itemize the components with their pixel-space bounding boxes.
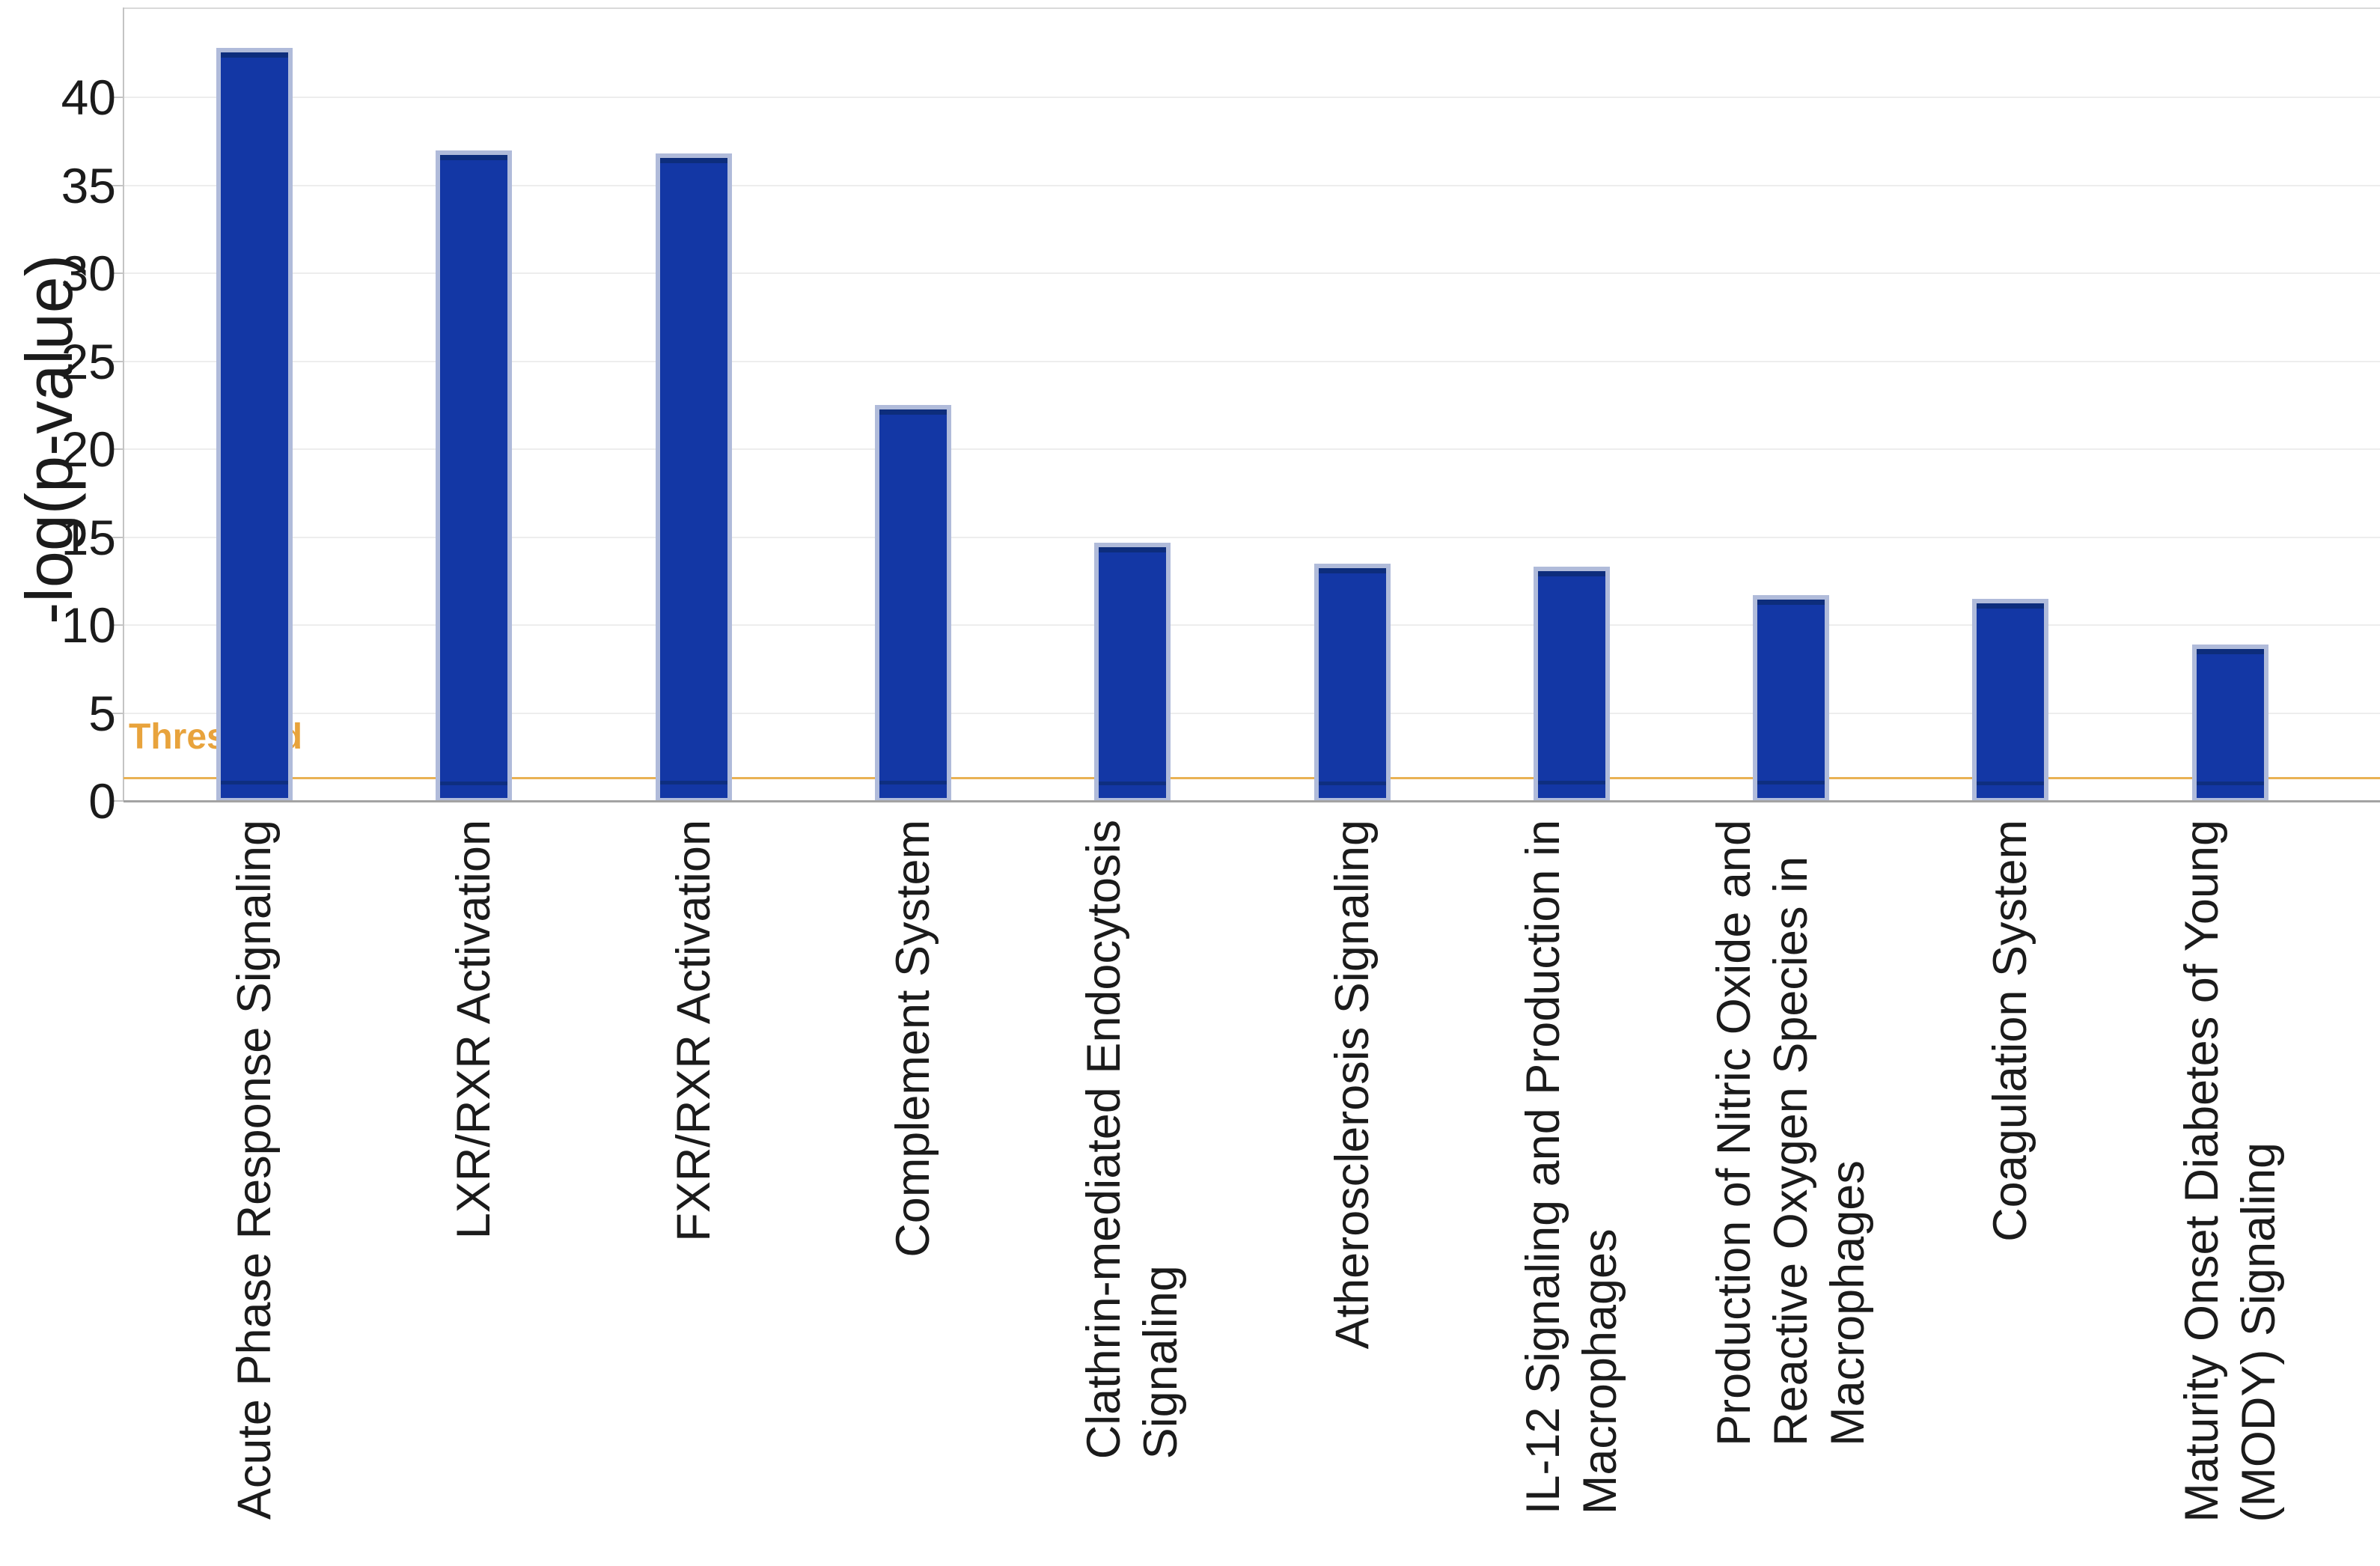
category-label-7: IL-12 Signaling and Production in Macrop… <box>1516 820 1626 1515</box>
y-tick-label-40: 40 <box>61 70 116 125</box>
y-tickmark-5 <box>112 712 123 714</box>
category-label-5: Clathrin-mediated Endocytosis Signaling <box>1078 820 1188 1460</box>
category-label-wrap-6: Atherosclerosis Signaling <box>1229 820 1476 1566</box>
category-label-10: Maturity Onset Diabetes of Young (MODY) … <box>2175 820 2285 1523</box>
y-tickmark-30 <box>112 272 123 274</box>
y-tick-label-30: 30 <box>61 246 116 301</box>
y-tick-label-20: 20 <box>61 421 116 477</box>
bar-1 <box>216 48 293 802</box>
y-tick-label-10: 10 <box>61 597 116 653</box>
gridline-5 <box>123 712 2380 714</box>
y-tickmark-20 <box>112 448 123 450</box>
category-label-8: Production of Nitric Oxide and Reactive … <box>1708 820 1875 1446</box>
y-tickmark-15 <box>112 536 123 538</box>
category-label-1: Acute Phase Response Signaling <box>228 820 281 1520</box>
gridline-35 <box>123 184 2380 186</box>
x-axis-line <box>123 800 2380 802</box>
bar-2 <box>436 150 513 802</box>
y-tick-label-15: 15 <box>61 509 116 565</box>
y-tick-label-35: 35 <box>61 157 116 213</box>
category-label-2: LXR/RXR Activation <box>448 820 501 1240</box>
category-label-wrap-4: Complement System <box>790 820 1037 1566</box>
y-tickmark-25 <box>112 360 123 362</box>
y-tickmark-40 <box>112 97 123 98</box>
y-tickmark-35 <box>112 184 123 186</box>
gridline-40 <box>123 97 2380 98</box>
gridline-20 <box>123 448 2380 450</box>
y-axis-line <box>123 7 124 801</box>
category-label-wrap-5: Clathrin-mediated Endocytosis Signaling <box>1009 820 1256 1566</box>
category-label-wrap-10: Maturity Onset Diabetes of Young (MODY) … <box>2107 820 2354 1566</box>
y-tick-label-0: 0 <box>88 773 116 829</box>
category-label-9: Coagulation System <box>1984 820 2037 1242</box>
category-label-wrap-3: FXR/RXR Activation <box>570 820 817 1566</box>
gridline-10 <box>123 624 2380 626</box>
y-tick-label-5: 5 <box>88 685 116 741</box>
y-tickmark-10 <box>112 624 123 626</box>
category-label-6: Atherosclerosis Signaling <box>1325 820 1379 1350</box>
gridline-25 <box>123 360 2380 362</box>
bar-8 <box>1753 595 1830 802</box>
gridline-30 <box>123 272 2380 274</box>
category-label-wrap-1: Acute Phase Response Signaling <box>131 820 378 1566</box>
category-label-4: Complement System <box>886 820 939 1258</box>
plot-top-border <box>123 7 2380 9</box>
category-label-wrap-8: Production of Nitric Oxide and Reactive … <box>1667 820 1914 1566</box>
category-label-wrap-9: Coagulation System <box>1887 820 2134 1566</box>
bar-6 <box>1313 563 1391 802</box>
category-label-wrap-2: LXR/RXR Activation <box>350 820 597 1566</box>
bar-3 <box>655 153 732 802</box>
bar-10 <box>2191 644 2268 802</box>
threshold-line <box>123 777 2380 780</box>
gridline-15 <box>123 536 2380 538</box>
bar-4 <box>874 405 951 802</box>
bar-9 <box>1972 598 2049 802</box>
bar-5 <box>1094 542 1171 802</box>
y-tickmark-0 <box>112 800 123 802</box>
category-label-wrap-7: IL-12 Signaling and Production in Macrop… <box>1448 820 1695 1566</box>
y-tick-label-25: 25 <box>61 333 116 389</box>
bar-7 <box>1533 567 1610 802</box>
category-label-3: FXR/RXR Activation <box>667 820 720 1242</box>
